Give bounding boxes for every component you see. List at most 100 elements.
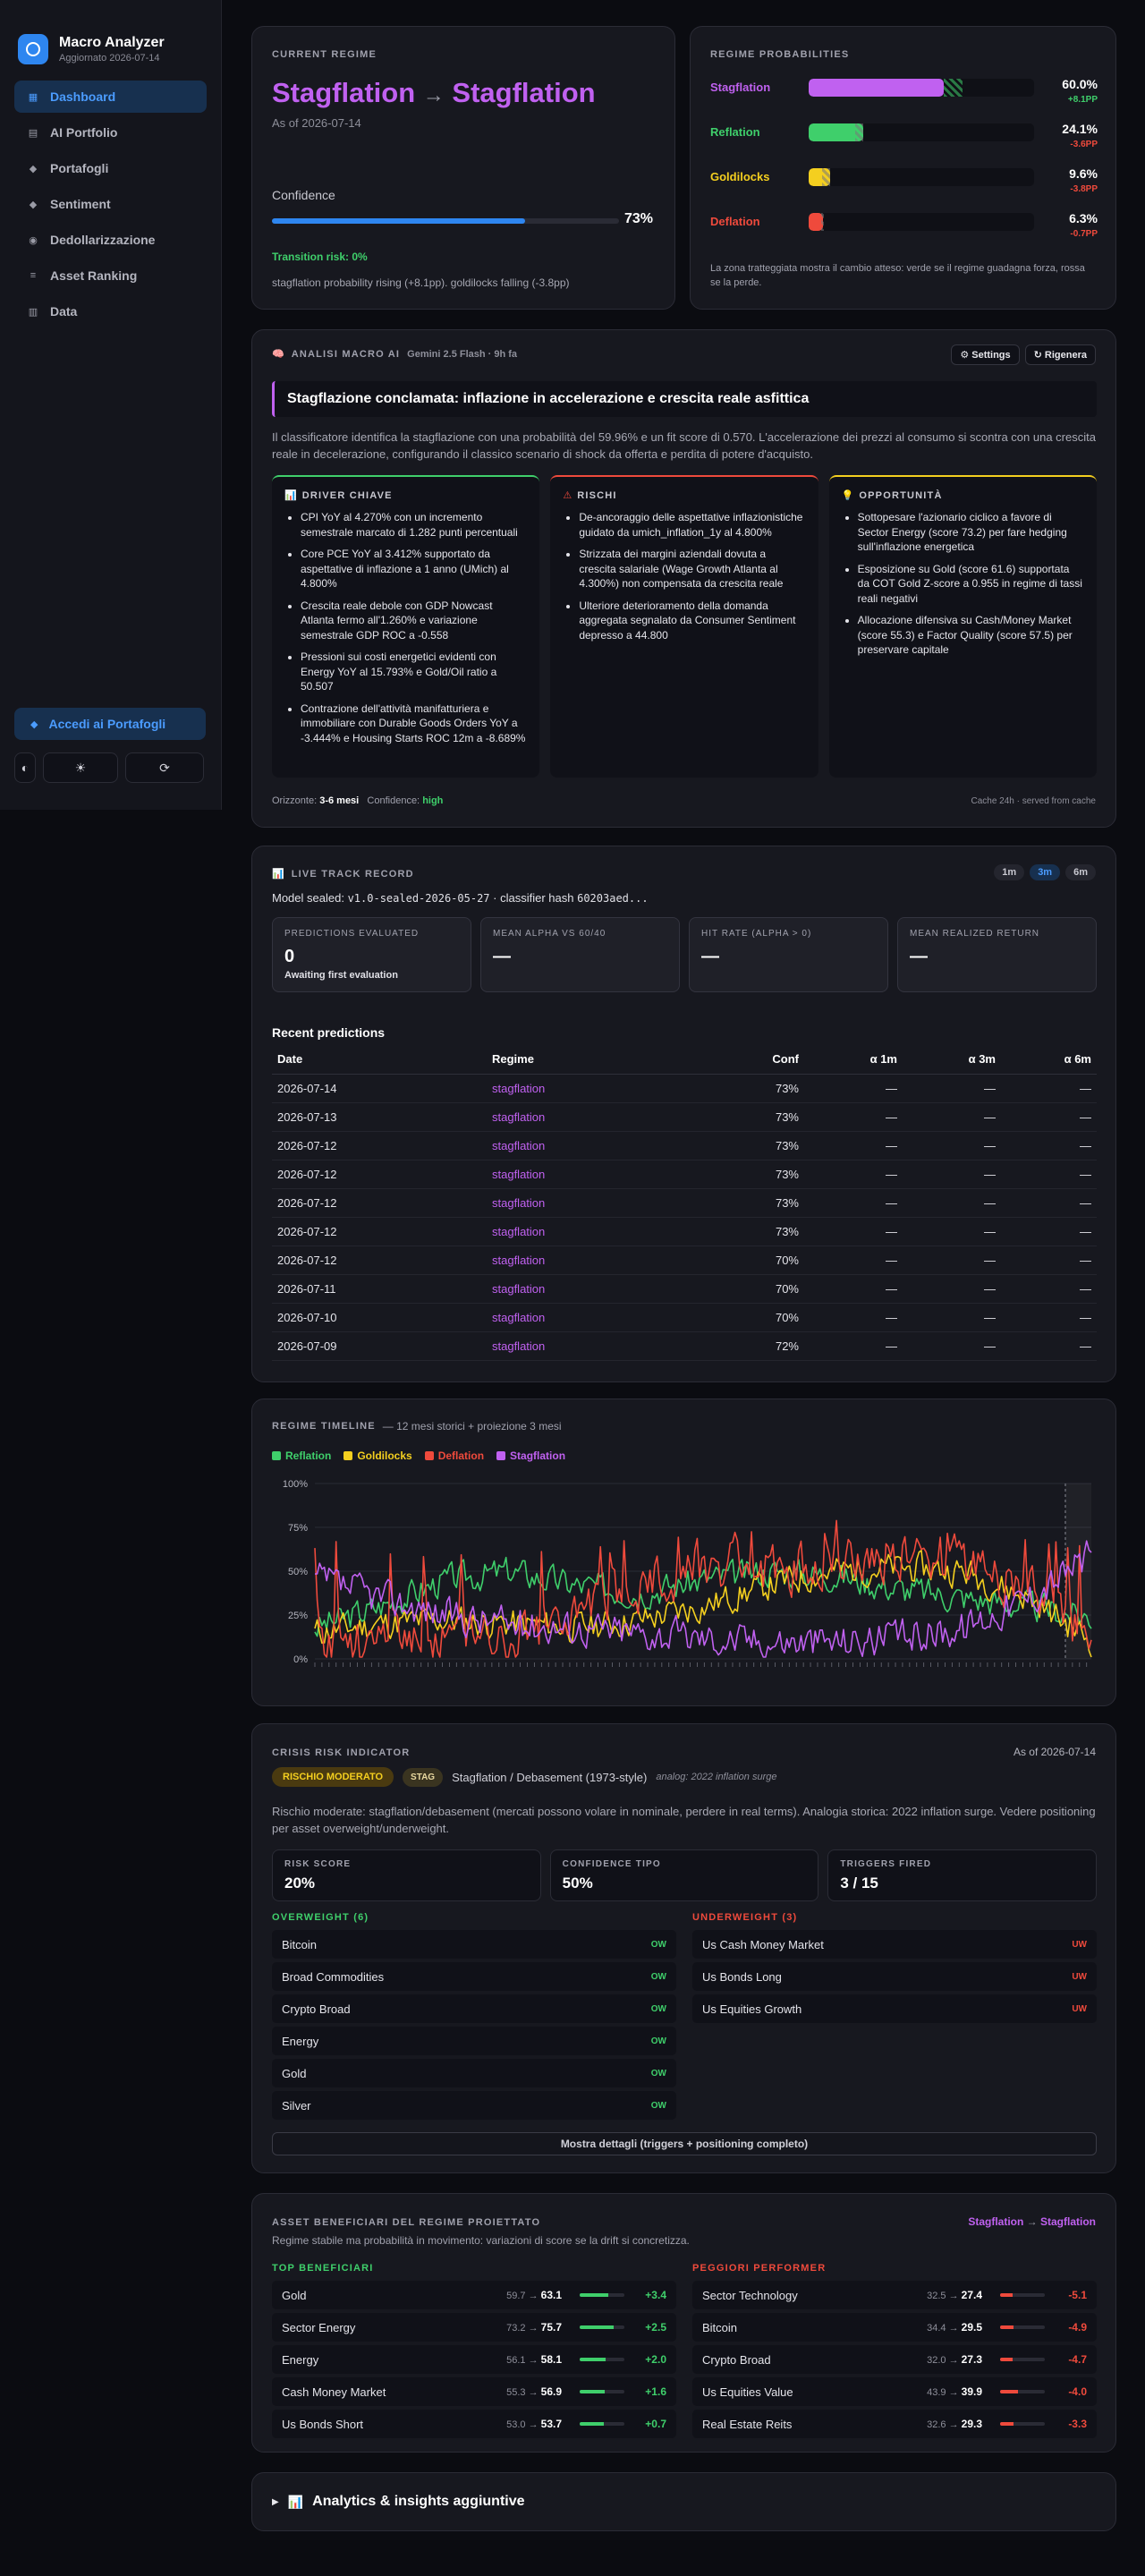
transition-risk: Transition risk: 0% <box>272 251 368 263</box>
probability-value: 6.3% <box>1069 211 1098 225</box>
stat-value: 0 <box>284 947 295 966</box>
table-cell: stagflation <box>487 1245 692 1275</box>
refresh-icon: ⟳ <box>159 760 170 775</box>
score-from: 56.1 <box>506 2355 526 2366</box>
probability-delta: -3.6PP <box>1070 140 1098 149</box>
arrow-icon: → <box>525 2419 541 2430</box>
asset-name: Crypto Broad <box>282 2002 351 2016</box>
light-mode-button[interactable]: ☀ <box>43 752 118 783</box>
asset-name: Us Equities Value <box>702 2385 793 2399</box>
score-bar-fill <box>1000 2422 1014 2426</box>
list-item: Us Bonds Long UW <box>692 1962 1097 1991</box>
position-tag: UW <box>1072 1971 1087 1982</box>
ai-column-1: ⚠ Rischi De-ancoraggio delle aspettative i… <box>550 475 818 778</box>
position-tag: OW <box>650 2068 666 2079</box>
period-tab-3m[interactable]: 3m <box>1030 864 1061 880</box>
timeline-title: Regime timeline <box>272 1421 376 1432</box>
table-cell: stagflation <box>487 1102 692 1132</box>
refresh-button[interactable]: ⟳ <box>125 752 204 783</box>
regime-as-of: As of 2026-07-14 <box>272 116 361 130</box>
table-cell: — <box>903 1303 1001 1332</box>
table-cell: — <box>1001 1131 1097 1160</box>
list-item: Gold 59.7 → 63.1 +3.4 <box>272 2281 676 2309</box>
regime-timeline-card: Regime timeline — 12 mesi storici + proi… <box>251 1399 1116 1706</box>
legend-item-stagflation: Stagflation <box>496 1450 565 1462</box>
show-details-button[interactable]: Mostra dettagli (triggers + positioning … <box>272 2132 1097 2155</box>
y-tick-label: 75% <box>288 1523 308 1534</box>
ai-model: Gemini 2.5 Flash · 9h fa <box>407 348 518 360</box>
table-cell: stagflation <box>487 1074 692 1103</box>
sidebar-item-portafogli[interactable]: ◆ Portafogli <box>14 152 207 184</box>
table-cell: — <box>1001 1102 1097 1132</box>
table-row: 2026-07-12 stagflation 70% — — — <box>272 1245 1097 1275</box>
period-tab-6m[interactable]: 6m <box>1065 864 1096 880</box>
ai-column-list: Sottopesare l'azionario ciclico a favore… <box>842 510 1084 658</box>
theme-toggle-button[interactable]: ◐ <box>14 752 36 783</box>
sidebar-item-ai-portfolio[interactable]: ▤ AI Portfolio <box>14 116 207 149</box>
score-change: 53.0 → 53.7 <box>506 2418 562 2430</box>
sidebar: Macro Analyzer Aggiornato 2026-07-14 ▦ Da… <box>0 0 222 810</box>
sidebar-item-sentiment[interactable]: ◆ Sentiment <box>14 188 207 220</box>
regenerate-button[interactable]: ↻ Rigenera <box>1024 344 1096 365</box>
crisis-scenario: Stagflation / Debasement (1973-style) <box>452 1770 648 1784</box>
legend-label: Stagflation <box>510 1450 566 1462</box>
table-cell: — <box>903 1274 1001 1304</box>
probability-delta: +8.1PP <box>1067 95 1098 105</box>
column-header: Regime <box>487 1045 692 1075</box>
score-delta: -4.7 <box>1068 2353 1087 2366</box>
table-cell: — <box>804 1331 903 1361</box>
score-bar <box>1000 2293 1045 2297</box>
settings-button[interactable]: ⚙ Settings <box>951 344 1020 365</box>
portal-button-label: Accedi ai Portafogli <box>48 717 166 731</box>
list-item: Bitcoin OW <box>272 1930 676 1959</box>
score-change: 55.3 → 56.9 <box>506 2385 562 2398</box>
sidebar-item-data[interactable]: ▥ Data <box>14 295 207 327</box>
sidebar-item-asset-ranking[interactable]: ≡ Asset Ranking <box>14 259 207 292</box>
caret-right-icon: ▶ <box>272 2496 279 2507</box>
lightbulb-icon: 💡 <box>841 490 854 501</box>
table-row: 2026-07-09 stagflation 72% — — — <box>272 1331 1097 1361</box>
current-regime-label: Current regime <box>272 49 377 60</box>
analytics-expander[interactable]: ▶ 📊 Analytics & insights aggiuntive <box>251 2472 1116 2531</box>
table-cell: 2026-07-12 <box>272 1131 487 1160</box>
confidence-value: 73% <box>624 211 654 226</box>
app-title: Macro Analyzer <box>59 35 165 50</box>
stat-label: Predictions evaluated <box>284 929 420 939</box>
ai-column-list: De-ancoraggio delle aspettative inflazio… <box>563 510 805 642</box>
stat-box: Predictions evaluated 0 Awaiting first eva… <box>272 917 471 992</box>
table-cell: 2026-07-12 <box>272 1245 487 1275</box>
probability-row-reflation: Reflation 24.1% -3.6PP <box>710 122 1098 166</box>
table-cell: 2026-07-09 <box>272 1331 487 1361</box>
legend-item-reflation: Reflation <box>272 1450 331 1462</box>
score-from: 34.4 <box>927 2323 946 2334</box>
score-from: 55.3 <box>506 2387 526 2398</box>
sidebar-item-dashboard[interactable]: ▦ Dashboard <box>14 81 207 113</box>
list-item: CPI YoY al 4.270% con un incremento seme… <box>301 510 527 540</box>
portal-button[interactable]: ◆ Accedi ai Portafogli <box>14 708 206 740</box>
table-cell: — <box>1001 1160 1097 1189</box>
score-to: 53.7 <box>540 2418 562 2430</box>
score-bar <box>580 2293 624 2297</box>
stat-box: Mean alpha vs 60/40 — <box>480 917 680 992</box>
arrow-icon: → <box>525 2355 541 2366</box>
sidebar-item-dedollarizzazione[interactable]: ◉ Dedollarizzazione <box>14 224 207 256</box>
probability-bar <box>809 213 1034 231</box>
ai-summary: Il classificatore identifica la stagflaz… <box>272 430 1096 461</box>
period-tab-1m[interactable]: 1m <box>994 864 1025 880</box>
list-item: Strizzata dei margini aziendali dovuta a… <box>579 547 805 591</box>
table-cell: — <box>804 1245 903 1275</box>
score-bar <box>1000 2422 1045 2426</box>
table-cell: stagflation <box>487 1188 692 1218</box>
ai-header-label: Analisi macro AI <box>291 348 401 360</box>
ai-columns: 📊 Driver chiave CPI YoY al 4.270% con un i… <box>272 475 1097 778</box>
table-cell: 73% <box>692 1102 804 1132</box>
arrow-icon: → <box>525 2323 541 2334</box>
table-row: 2026-07-12 stagflation 73% — — — <box>272 1131 1097 1160</box>
table-cell: — <box>1001 1188 1097 1218</box>
worst-performers-title: Peggiori performer <box>692 2263 827 2274</box>
asset-name: Sector Technology <box>702 2289 798 2302</box>
asset-name: Energy <box>282 2034 319 2048</box>
series-line-reflation <box>314 1556 1092 1637</box>
list-item: Silver OW <box>272 2091 676 2120</box>
